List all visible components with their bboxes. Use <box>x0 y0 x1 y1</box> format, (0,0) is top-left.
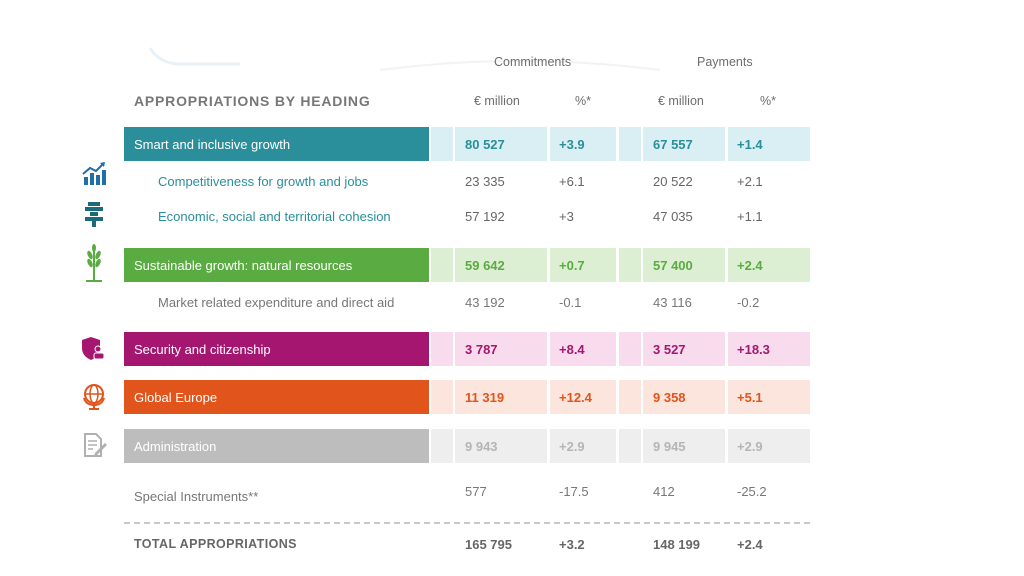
row-label: Security and citizenship <box>124 332 429 366</box>
commitments-percent: -0.1 <box>559 294 582 310</box>
row-label: Administration <box>124 429 429 463</box>
table-row-special-instruments: Special Instruments** 577 -17.5 412 -25.… <box>0 474 1024 508</box>
payments-header: Payments <box>697 55 753 69</box>
payments-percent: -25.2 <box>737 483 767 499</box>
row-label: Global Europe <box>124 380 429 414</box>
spacer <box>619 332 641 366</box>
table-title: APPROPRIATIONS BY HEADING <box>134 93 371 109</box>
row-label: Smart and inclusive growth <box>124 127 429 161</box>
payments-amount: 43 116 <box>653 294 692 310</box>
total-payments-amount: 148 199 <box>653 536 700 552</box>
table-row-competitiveness: Competitiveness for growth and jobs 23 3… <box>0 164 1024 198</box>
payments-percent: +2.9 <box>728 429 810 463</box>
chart-growth-icon <box>82 162 106 185</box>
commitments-header: Commitments <box>494 55 572 69</box>
total-label: TOTAL APPROPRIATIONS <box>134 537 297 551</box>
commitments-amount: 23 335 <box>465 173 505 189</box>
commitments-percent: +6.1 <box>559 173 585 189</box>
commitments-percent: +8.4 <box>550 332 616 366</box>
commitments-percent-header: %* <box>575 94 591 108</box>
table-row-security: Security and citizenship 3 787 +8.4 3 52… <box>0 332 1024 366</box>
payments-percent: +5.1 <box>728 380 810 414</box>
payments-percent: +1.4 <box>728 127 810 161</box>
payments-amount: 67 557 <box>643 127 725 161</box>
payments-amount: 57 400 <box>643 248 725 282</box>
commitments-percent: +0.7 <box>550 248 616 282</box>
commitments-amount: 80 527 <box>455 127 547 161</box>
table-row-total: TOTAL APPROPRIATIONS 165 795 +3.2 148 19… <box>0 527 1024 561</box>
commitments-amount: 59 642 <box>455 248 547 282</box>
payments-percent-header: %* <box>760 94 776 108</box>
total-divider <box>124 522 810 524</box>
table-row-administration: Administration 9 943 +2.9 9 945 +2.9 <box>0 429 1024 463</box>
payments-percent: +18.3 <box>728 332 810 366</box>
document-pen-icon <box>84 433 107 457</box>
row-label: Sustainable growth: natural resources <box>124 248 429 282</box>
row-label: Economic, social and territorial cohesio… <box>158 208 391 224</box>
commitments-amount: 9 943 <box>455 429 547 463</box>
spacer <box>619 127 641 161</box>
wheat-icon <box>86 244 102 282</box>
total-commitments-amount: 165 795 <box>465 536 512 552</box>
row-label: Special Instruments** <box>134 488 259 504</box>
row-label: Market related expenditure and direct ai… <box>158 294 395 310</box>
payments-percent: +1.1 <box>737 208 763 224</box>
background-decoration <box>148 47 660 71</box>
payments-amount: 9 358 <box>643 380 725 414</box>
spacer <box>619 429 641 463</box>
commitments-percent: +3.9 <box>550 127 616 161</box>
spacer <box>431 127 453 161</box>
commitments-percent: +2.9 <box>550 429 616 463</box>
commitments-amount: 11 319 <box>455 380 547 414</box>
spacer <box>431 332 453 366</box>
commitments-percent: +12.4 <box>550 380 616 414</box>
payments-percent: -0.2 <box>737 294 760 310</box>
payments-amount: 47 035 <box>653 208 693 224</box>
payments-percent: +2.4 <box>728 248 810 282</box>
spacer <box>619 380 641 414</box>
globe-icon <box>83 384 105 410</box>
spacer <box>619 248 641 282</box>
cohesion-icon <box>85 202 103 227</box>
table-row-sustainable-growth: Sustainable growth: natural resources 59… <box>0 248 1024 282</box>
commitments-amount: 577 <box>465 483 487 499</box>
commitments-amount-header: € million <box>474 94 520 108</box>
total-commitments-percent: +3.2 <box>559 536 585 552</box>
commitments-amount: 57 192 <box>465 208 505 224</box>
spacer <box>431 380 453 414</box>
commitments-amount: 43 192 <box>465 294 505 310</box>
row-label: Competitiveness for growth and jobs <box>158 173 369 189</box>
commitments-amount: 3 787 <box>455 332 547 366</box>
table-row-market-expenditure: Market related expenditure and direct ai… <box>0 285 1024 319</box>
table-row-smart-growth: Smart and inclusive growth 80 527 +3.9 6… <box>0 127 1024 161</box>
total-payments-percent: +2.4 <box>737 536 763 552</box>
security-shield-icon <box>82 337 105 360</box>
payments-amount: 3 527 <box>643 332 725 366</box>
payments-amount: 412 <box>653 483 675 499</box>
spacer <box>431 248 453 282</box>
commitments-percent: +3 <box>559 208 574 224</box>
payments-percent: +2.1 <box>737 173 763 189</box>
spacer <box>431 429 453 463</box>
payments-amount: 9 945 <box>643 429 725 463</box>
payments-amount-header: € million <box>658 94 704 108</box>
table-row-cohesion: Economic, social and territorial cohesio… <box>0 199 1024 233</box>
table-row-global-europe: Global Europe 11 319 +12.4 9 358 +5.1 <box>0 380 1024 414</box>
commitments-percent: -17.5 <box>559 483 589 499</box>
payments-amount: 20 522 <box>653 173 693 189</box>
